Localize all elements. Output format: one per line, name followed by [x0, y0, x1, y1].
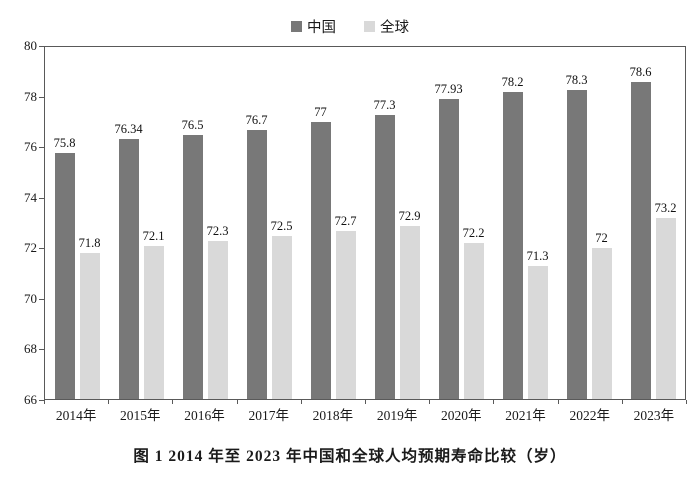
x-tick-label: 2018年: [312, 408, 354, 423]
bar-group: 78.2 71.3: [502, 47, 548, 399]
x-tick-label: 2014年: [55, 408, 97, 423]
bar-全球-2016年: 72.3: [207, 224, 228, 399]
x-tick-mark: [686, 400, 687, 404]
y-tick-mark: [39, 349, 44, 351]
chart-caption: 图 1 2014 年至 2023 年中国和全球人均预期寿命比较（岁）: [133, 448, 567, 465]
bar-中国-2023年: 78.6: [630, 65, 651, 399]
bar-全球-2023年: 73.2: [655, 201, 676, 399]
legend-swatch-china-icon: [291, 21, 302, 32]
bar-中国-2018年: 77: [310, 105, 331, 399]
x-tick-mark: [108, 400, 110, 404]
bar-全球-2021年: 71.3: [527, 249, 548, 399]
x-tick-mark: [44, 400, 45, 404]
bar-value-label: 77.3: [373, 97, 396, 112]
bar-value-label: 72.9: [398, 208, 421, 223]
bar-全球-2020年: 72.2: [463, 226, 484, 399]
bar-value-label: 77: [314, 105, 327, 120]
bar-全球-2015年: 72.1: [143, 229, 164, 399]
bar-value-label: 76.5: [181, 118, 204, 132]
bar-全球-2022年: 72: [591, 231, 612, 399]
y-tick-mark: [39, 248, 44, 250]
bar-value-label: 75.8: [53, 135, 76, 150]
legend-item-china: 中国: [291, 16, 336, 37]
bar-value-label: 78.3: [565, 72, 588, 87]
bar-中国-2019年: 77.3: [374, 98, 395, 399]
y-tick-label: 68: [24, 341, 37, 357]
bar-中国-2015年: 76.34: [114, 122, 143, 399]
bar-value-label: 71.3: [526, 248, 549, 263]
bar-value-label: 72.3: [206, 223, 229, 238]
x-tick-label: 2019年: [376, 408, 418, 423]
bar-全球-2017年: 72.5: [271, 219, 292, 399]
x-tick-mark: [236, 400, 238, 404]
x-tick-label: 2016年: [184, 408, 225, 423]
y-tick-label: 74: [24, 189, 37, 205]
y-tick-label: 66: [24, 392, 37, 407]
x-tick-mark: [493, 400, 495, 404]
y-tick-label: 70: [24, 290, 37, 306]
x-tick-mark: [172, 400, 174, 404]
bar-group: 76.7 72.5: [246, 47, 292, 399]
x-tick-label: 2020年: [441, 408, 482, 423]
x-tick-label: 2017年: [248, 408, 289, 423]
bar-group: 76.34 72.1: [114, 47, 164, 399]
legend-label-global: 全球: [380, 20, 409, 36]
y-tick-mark: [39, 400, 44, 401]
bar-group: 76.5 72.3: [182, 47, 228, 399]
bar-value-label: 77.93: [434, 82, 463, 97]
bar-value-label: 72.1: [142, 228, 165, 243]
bar-group: 77.93 72.2: [434, 47, 484, 399]
plot-area: 75.8 71.8 76.34 72.1 76.5 72.3 76.7 72.5 77 72.7 7…: [44, 46, 686, 400]
bar-value-label: 76.34: [114, 122, 143, 137]
bar-value-label: 78.2: [501, 75, 524, 90]
y-tick-mark: [39, 147, 44, 149]
legend: 中国 全球: [0, 16, 700, 37]
y-tick-label: 72: [24, 240, 37, 256]
x-tick-mark: [621, 400, 623, 404]
bar-value-label: 78.6: [629, 65, 652, 80]
bar-中国-2021年: 78.2: [502, 75, 523, 399]
bar-value-label: 72.5: [270, 218, 293, 233]
x-tick-mark: [429, 400, 431, 404]
bar-中国-2017年: 76.7: [246, 113, 267, 399]
bar-中国-2020年: 77.93: [434, 82, 463, 399]
bar-group: 75.8 71.8: [54, 47, 100, 399]
bar-全球-2018年: 72.7: [335, 214, 356, 399]
bar-value-label: 72.7: [334, 213, 357, 228]
bar-value-label: 72.2: [462, 226, 485, 241]
bar-value-label: 71.8: [78, 236, 101, 251]
bar-group: 78.3 72: [566, 47, 612, 399]
bar-value-label: 73.2: [654, 200, 677, 215]
y-tick-mark: [39, 46, 44, 47]
bar-value-label: 76.7: [245, 112, 268, 127]
legend-swatch-global-icon: [364, 21, 375, 32]
x-tick-label: 2022年: [569, 408, 610, 423]
bar-中国-2022年: 78.3: [566, 73, 587, 399]
y-tick-label: 80: [24, 38, 37, 53]
x-tick-mark: [365, 400, 366, 404]
y-tick-label: 78: [24, 88, 37, 104]
x-tick-label: 2021年: [505, 408, 546, 423]
x-tick-label: 2023年: [633, 408, 675, 423]
bar-中国-2014年: 75.8: [54, 136, 75, 399]
y-tick-mark: [39, 96, 44, 98]
bar-group: 77.3 72.9: [374, 47, 420, 399]
x-tick-mark: [300, 400, 302, 404]
legend-label-china: 中国: [307, 20, 336, 36]
bar-value-label: 72: [595, 231, 608, 246]
x-tick-label: 2015年: [120, 408, 161, 423]
legend-item-global: 全球: [364, 16, 409, 37]
bar-全球-2014年: 71.8: [79, 236, 100, 399]
y-tick-label: 76: [24, 139, 37, 155]
bar-group: 77 72.7: [310, 47, 356, 399]
bar-中国-2016年: 76.5: [182, 118, 203, 399]
y-tick-mark: [39, 197, 44, 199]
x-tick-mark: [557, 400, 559, 404]
bar-全球-2019年: 72.9: [399, 209, 420, 399]
bar-group: 78.6 73.2: [630, 47, 676, 399]
y-tick-mark: [39, 298, 44, 300]
